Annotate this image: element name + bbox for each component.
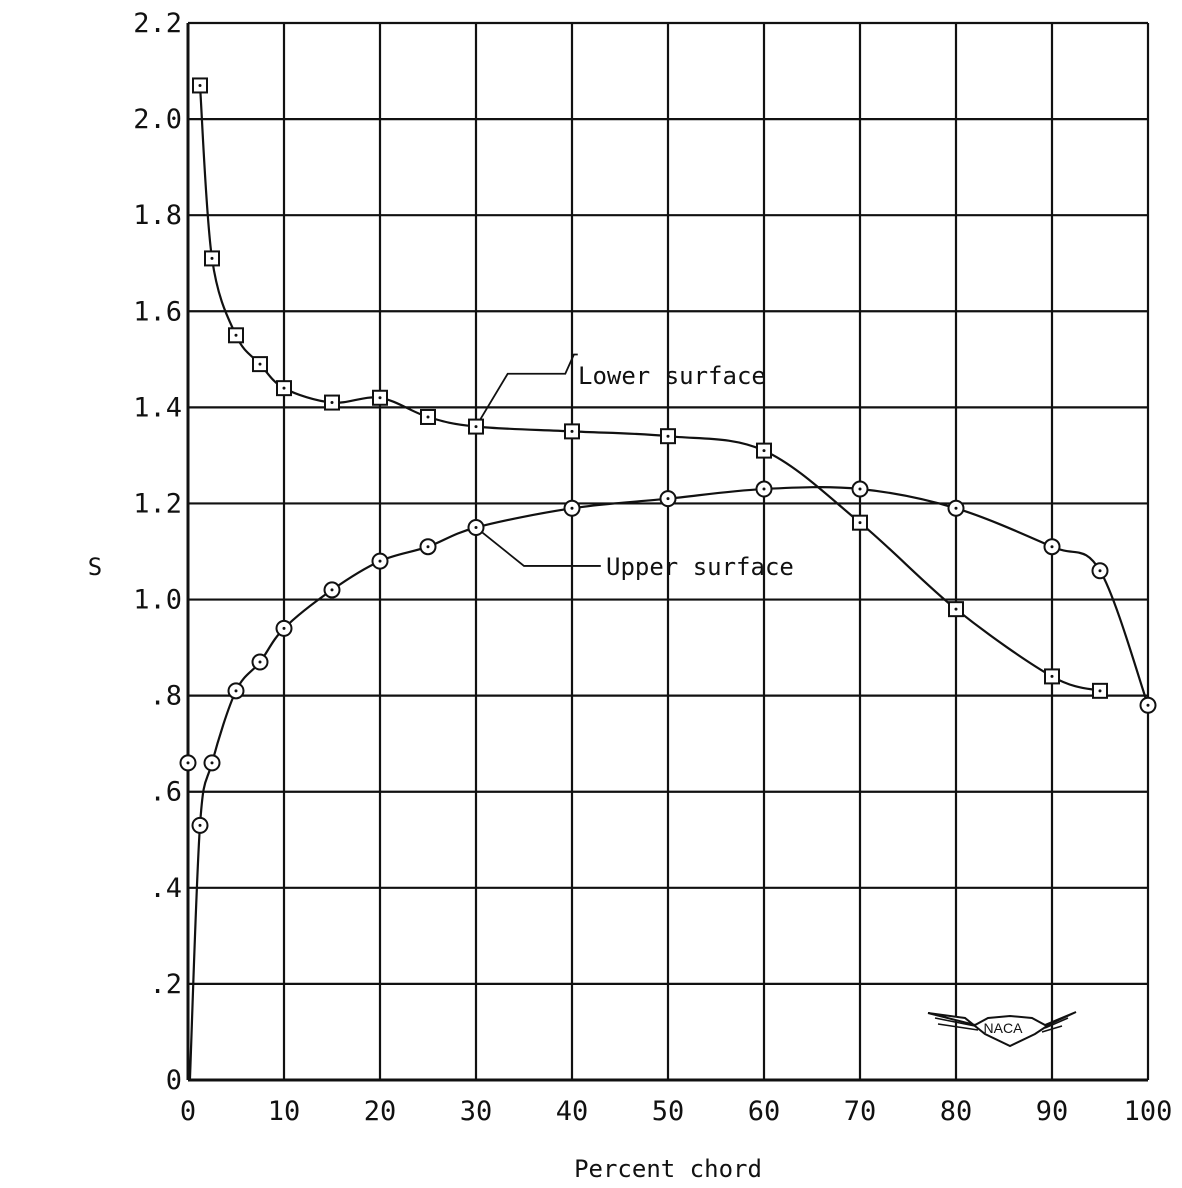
x-tick-label-2: 20 [364, 1096, 397, 1127]
upper-surface-point-6 [323, 581, 341, 599]
upper-surface-point-7 [371, 552, 389, 570]
x-tick-label-7: 70 [844, 1096, 877, 1127]
lower-surface-point-1 [204, 250, 220, 267]
upper-surface-point-11 [659, 490, 677, 508]
y-tick-label-0: 0 [166, 1065, 182, 1096]
x-tick-label-5: 50 [652, 1096, 685, 1127]
markers [179, 77, 1157, 834]
upper-surface-point-15 [1043, 538, 1061, 556]
upper-surface-point-14 [947, 499, 965, 517]
upper-surface-point-17 [1139, 696, 1157, 714]
x-tick-label-3: 30 [460, 1096, 493, 1127]
upper-surface-point-10 [563, 499, 581, 517]
upper-surface-point-0 [179, 754, 197, 772]
naca-logo: NACA [927, 1011, 1077, 1048]
lower-surface-point-6 [372, 389, 388, 406]
y-tick-label-1: .2 [149, 969, 182, 1000]
y-tick-label-3: .6 [149, 777, 182, 808]
upper-surface-point-8 [419, 538, 437, 556]
upper-surface-point-13 [851, 480, 869, 498]
y-tick-label-4: .8 [149, 681, 182, 712]
lower-surface-point-5 [324, 394, 340, 411]
upper-surface-point-2 [203, 754, 221, 772]
lower-surface-point-9 [564, 423, 580, 440]
x-tick-label-9: 90 [1036, 1096, 1069, 1127]
upper-surface-point-9 [467, 518, 485, 536]
lower-surface-point-0 [192, 77, 208, 94]
y-tick-label-10: 2.0 [133, 104, 182, 135]
upper-surface-point-16 [1091, 562, 1109, 580]
y-tick-label-9: 1.8 [133, 200, 182, 231]
lower-surface-leader [475, 353, 578, 428]
leaders [475, 353, 601, 567]
tick-labels: 0 10 20 30 40 50 60 70 80 90 100 0 .2 .4 .6 .8 1.0 1.2 1.4… [133, 8, 1172, 1127]
x-tick-label-10: 100 [1124, 1096, 1173, 1127]
upper-surface-point-3 [227, 682, 245, 700]
y-axis-title: S [88, 553, 102, 581]
lower-surface-point-7 [420, 408, 436, 425]
upper-surface-point-1 [191, 816, 209, 834]
upper-surface-point-4 [251, 653, 269, 671]
lower-surface-point-4 [276, 380, 292, 397]
naca-wings-icon [927, 1011, 1077, 1048]
x-axis-title: Percent chord [574, 1155, 762, 1183]
y-tick-label-5: 1.0 [133, 585, 182, 616]
x-tick-label-1: 10 [268, 1096, 301, 1127]
x-tick-label-0: 0 [180, 1096, 196, 1127]
lower-surface-point-12 [852, 514, 868, 531]
lower-surface-point-3 [252, 356, 268, 373]
lower-surface-point-15 [1092, 682, 1108, 699]
x-tick-label-4: 40 [556, 1096, 589, 1127]
naca-logo-text: NACA [984, 1020, 1024, 1036]
lower-surface-point-14 [1044, 668, 1060, 685]
x-tick-label-6: 60 [748, 1096, 781, 1127]
grid [186, 21, 1150, 1082]
lower-surface-label: Lower surface [578, 362, 766, 390]
lower-surface-point-13 [948, 601, 964, 618]
y-tick-label-2: .4 [149, 873, 182, 904]
x-tick-label-8: 80 [940, 1096, 973, 1127]
lower-surface-point-10 [660, 428, 676, 445]
y-tick-label-8: 1.6 [133, 296, 182, 327]
y-tick-label-7: 1.4 [133, 392, 182, 423]
upper-surface-label: Upper surface [606, 553, 794, 581]
y-tick-label-11: 2.2 [133, 8, 182, 39]
upper-surface-point-12 [755, 480, 773, 498]
lower-surface-point-8 [468, 418, 484, 435]
y-tick-label-6: 1.2 [133, 488, 182, 519]
lower-surface-point-2 [228, 327, 244, 344]
lower-surface-point-11 [756, 442, 772, 459]
upper-surface-leader [475, 526, 601, 567]
upper-surface-point-5 [275, 619, 293, 637]
